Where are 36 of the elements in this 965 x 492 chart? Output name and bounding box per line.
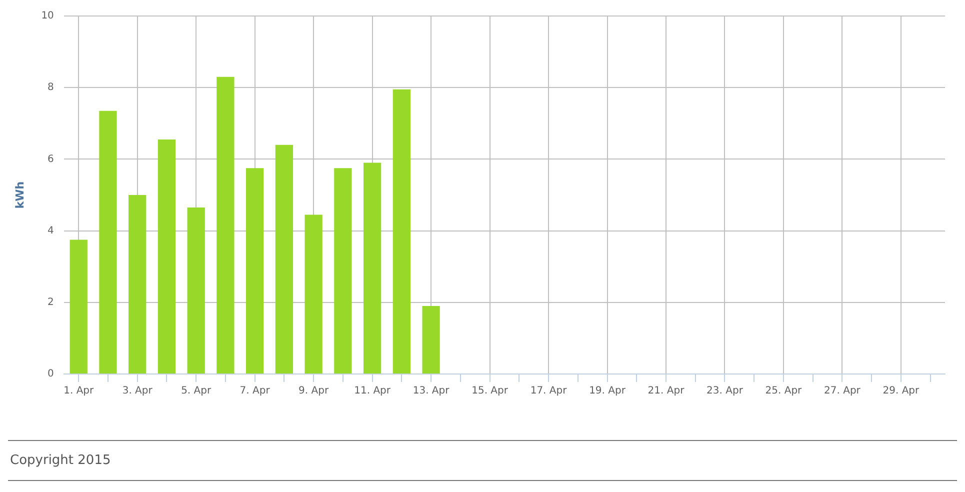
y-tick-label: 10 [41, 10, 54, 22]
bar [334, 168, 352, 374]
x-tick-label: 17. Apr [530, 386, 568, 397]
y-tick-label: 4 [48, 225, 54, 236]
bar [158, 140, 176, 374]
x-tick-label: 1. Apr [64, 386, 94, 397]
y-tick-label: 8 [48, 82, 54, 94]
bar [187, 208, 205, 374]
y-axis-title: kWh [13, 181, 26, 209]
x-tick-label: 23. Apr [706, 386, 744, 397]
bar [422, 306, 440, 374]
bar [99, 110, 117, 374]
bar [70, 240, 88, 374]
bar [304, 214, 322, 374]
y-tick-label: 0 [48, 368, 54, 380]
text: Copyright 2015 [10, 453, 111, 468]
bar [392, 89, 410, 374]
x-tick-label: 29. Apr [882, 386, 920, 397]
bar [275, 144, 294, 374]
x-tick-label: 7. Apr [240, 386, 271, 397]
x-tick-label: 3. Apr [122, 386, 154, 397]
y-tick-label: 2 [48, 296, 54, 308]
x-tick-label: 25. Apr [765, 386, 803, 397]
x-tick-label: 15. Apr [472, 386, 509, 397]
x-tick-label: 11. Apr [354, 386, 392, 397]
bar [128, 195, 146, 374]
bar [363, 162, 382, 374]
bar [246, 168, 264, 374]
x-tick-label: 19. Apr [589, 386, 626, 397]
x-tick-label: 21. Apr [648, 386, 686, 397]
x-tick-label: 13. Apr [412, 386, 450, 397]
bar [216, 76, 234, 374]
x-tick-label: 27. Apr [824, 386, 862, 397]
x-tick-label: 9. Apr [298, 386, 330, 397]
y-tick-label: 6 [48, 154, 54, 165]
x-tick-label: 5. Apr [181, 386, 212, 397]
